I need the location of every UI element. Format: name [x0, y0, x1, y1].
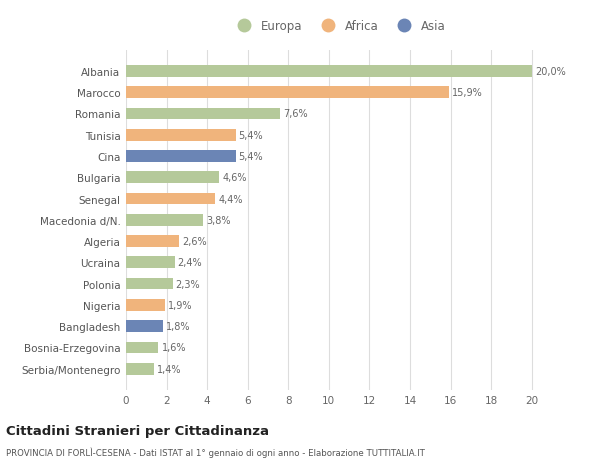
Text: 1,8%: 1,8%: [166, 321, 190, 331]
Text: 20,0%: 20,0%: [535, 67, 566, 77]
Text: 2,4%: 2,4%: [178, 258, 202, 268]
Bar: [126, 108, 280, 120]
Text: PROVINCIA DI FORLÌ-CESENA - Dati ISTAT al 1° gennaio di ogni anno - Elaborazione: PROVINCIA DI FORLÌ-CESENA - Dati ISTAT a…: [6, 446, 425, 457]
Bar: [126, 257, 175, 269]
Text: 1,4%: 1,4%: [157, 364, 182, 374]
Bar: [126, 151, 236, 162]
Bar: [126, 193, 215, 205]
Text: 2,6%: 2,6%: [182, 236, 206, 246]
Bar: [126, 299, 164, 311]
Text: 1,9%: 1,9%: [167, 300, 192, 310]
Text: 2,3%: 2,3%: [176, 279, 200, 289]
Bar: [126, 320, 163, 332]
Bar: [126, 172, 220, 184]
Bar: [126, 66, 532, 78]
Bar: [126, 363, 154, 375]
Bar: [126, 214, 203, 226]
Legend: Europa, Africa, Asia: Europa, Africa, Asia: [227, 16, 451, 38]
Text: 5,4%: 5,4%: [239, 151, 263, 162]
Text: 4,4%: 4,4%: [218, 194, 243, 204]
Text: 3,8%: 3,8%: [206, 215, 230, 225]
Text: 1,6%: 1,6%: [161, 343, 186, 353]
Text: Cittadini Stranieri per Cittadinanza: Cittadini Stranieri per Cittadinanza: [6, 425, 269, 437]
Text: 5,4%: 5,4%: [239, 130, 263, 140]
Bar: [126, 129, 236, 141]
Text: 4,6%: 4,6%: [223, 173, 247, 183]
Bar: [126, 236, 179, 247]
Bar: [126, 278, 173, 290]
Bar: [126, 87, 449, 99]
Bar: [126, 342, 158, 353]
Text: 15,9%: 15,9%: [452, 88, 482, 98]
Text: 7,6%: 7,6%: [283, 109, 308, 119]
